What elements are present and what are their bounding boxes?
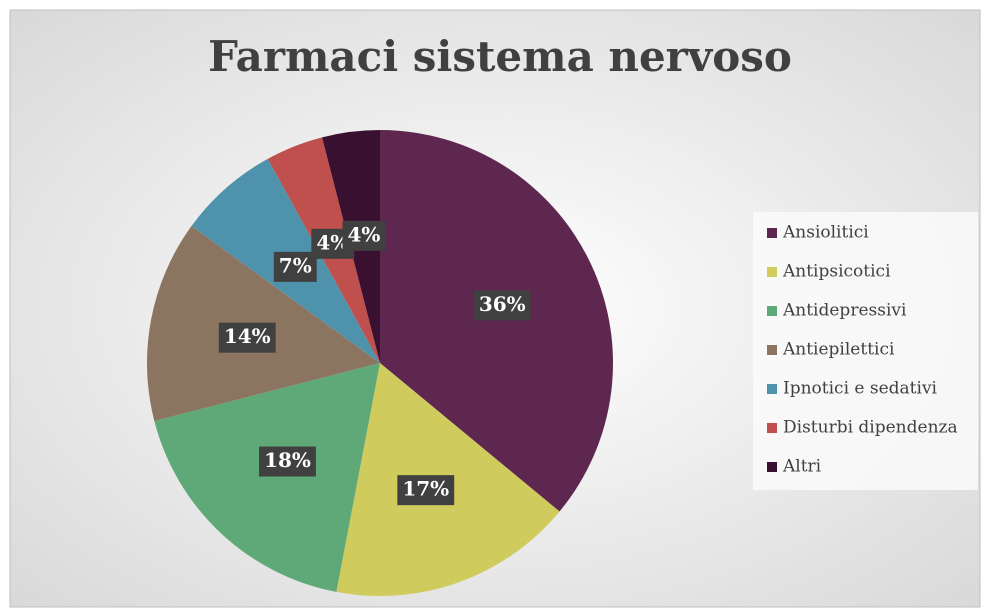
legend-label: Antipsicotici <box>782 262 891 282</box>
legend-swatch <box>767 423 777 433</box>
data-label-box <box>342 220 386 251</box>
legend <box>753 212 978 490</box>
legend-swatch <box>767 462 777 472</box>
legend-swatch <box>767 267 777 277</box>
legend-swatch <box>767 345 777 355</box>
data-label: 7% <box>279 253 312 277</box>
legend-label: Antiepilettici <box>782 340 895 360</box>
pie-slice <box>380 130 613 512</box>
data-label-box <box>473 290 531 321</box>
legend-label: Ipnotici e sedativi <box>783 379 938 399</box>
legend-swatch <box>767 306 777 316</box>
legend-swatch <box>767 228 777 238</box>
data-label-box <box>397 475 455 506</box>
legend-label: Antidepressivi <box>782 301 907 321</box>
data-label-box <box>273 251 317 282</box>
data-label: 17% <box>402 477 449 501</box>
data-label: 4% <box>347 222 380 246</box>
pie-slice <box>154 363 380 592</box>
chart-title: Farmaci sistema nervoso <box>208 32 792 81</box>
legend-label: Ansiolitici <box>782 223 869 243</box>
legend-label: Disturbi dipendenza <box>783 418 958 438</box>
data-label: 36% <box>479 292 526 316</box>
legend-swatch <box>767 384 777 394</box>
data-label: 18% <box>264 448 311 472</box>
data-label-box <box>218 322 276 353</box>
data-label-box <box>259 446 316 477</box>
data-label: 14% <box>224 324 271 348</box>
legend-label: Altri <box>782 457 822 477</box>
